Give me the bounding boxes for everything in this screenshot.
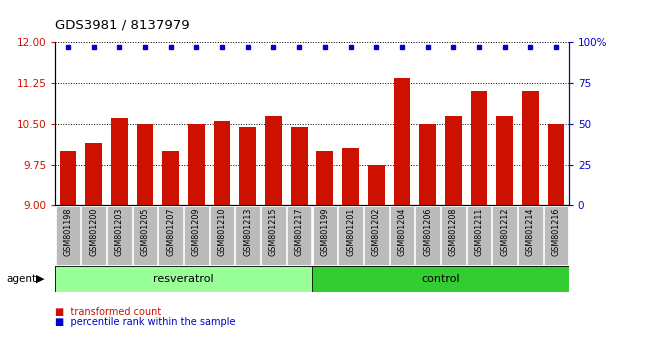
FancyBboxPatch shape — [518, 206, 543, 265]
Bar — [85, 143, 102, 205]
FancyBboxPatch shape — [287, 206, 311, 265]
Bar — [445, 116, 461, 205]
Bar — [136, 124, 153, 205]
Text: GSM801209: GSM801209 — [192, 207, 201, 256]
Text: GSM801203: GSM801203 — [115, 207, 124, 256]
Bar — [162, 151, 179, 205]
Text: resveratrol: resveratrol — [153, 274, 214, 284]
Text: GSM801213: GSM801213 — [243, 207, 252, 256]
Bar — [419, 124, 436, 205]
Text: control: control — [421, 274, 460, 284]
FancyBboxPatch shape — [441, 206, 465, 265]
FancyBboxPatch shape — [389, 206, 414, 265]
FancyBboxPatch shape — [235, 206, 260, 265]
Text: GSM801199: GSM801199 — [320, 207, 330, 256]
Bar — [522, 91, 539, 205]
Bar — [265, 116, 282, 205]
Text: GSM801207: GSM801207 — [166, 207, 176, 256]
FancyBboxPatch shape — [56, 206, 81, 265]
Text: GSM801204: GSM801204 — [397, 207, 406, 256]
Text: GSM801200: GSM801200 — [89, 207, 98, 256]
FancyBboxPatch shape — [261, 206, 286, 265]
Bar — [368, 165, 385, 205]
Text: GSM801208: GSM801208 — [448, 207, 458, 256]
Text: ▶: ▶ — [36, 274, 44, 284]
Text: GSM801198: GSM801198 — [64, 207, 73, 256]
FancyBboxPatch shape — [338, 206, 363, 265]
FancyBboxPatch shape — [184, 206, 209, 265]
FancyBboxPatch shape — [107, 206, 132, 265]
Bar — [393, 78, 410, 205]
Text: GSM801212: GSM801212 — [500, 207, 509, 256]
FancyBboxPatch shape — [312, 266, 569, 292]
Bar — [342, 148, 359, 205]
Bar — [291, 127, 307, 205]
FancyBboxPatch shape — [133, 206, 157, 265]
Bar — [111, 119, 128, 205]
FancyBboxPatch shape — [81, 206, 106, 265]
FancyBboxPatch shape — [543, 206, 568, 265]
Bar — [547, 124, 564, 205]
FancyBboxPatch shape — [55, 266, 312, 292]
Bar — [471, 91, 488, 205]
Bar — [239, 127, 256, 205]
Text: GSM801201: GSM801201 — [346, 207, 355, 256]
FancyBboxPatch shape — [210, 206, 235, 265]
FancyBboxPatch shape — [467, 206, 491, 265]
FancyBboxPatch shape — [313, 206, 337, 265]
Text: ■  transformed count: ■ transformed count — [55, 307, 161, 316]
FancyBboxPatch shape — [415, 206, 440, 265]
Bar — [188, 124, 205, 205]
Text: GSM801215: GSM801215 — [269, 207, 278, 256]
Text: GSM801216: GSM801216 — [551, 207, 560, 256]
FancyBboxPatch shape — [364, 206, 389, 265]
Bar — [60, 151, 77, 205]
Text: GSM801217: GSM801217 — [294, 207, 304, 256]
FancyBboxPatch shape — [159, 206, 183, 265]
Bar — [317, 151, 333, 205]
Bar — [496, 116, 513, 205]
Text: GDS3981 / 8137979: GDS3981 / 8137979 — [55, 19, 190, 32]
Text: GSM801205: GSM801205 — [140, 207, 150, 256]
FancyBboxPatch shape — [492, 206, 517, 265]
Text: ■  percentile rank within the sample: ■ percentile rank within the sample — [55, 317, 236, 327]
Bar — [214, 121, 231, 205]
Text: GSM801214: GSM801214 — [526, 207, 535, 256]
Text: GSM801206: GSM801206 — [423, 207, 432, 256]
Text: agent: agent — [6, 274, 36, 284]
Text: GSM801211: GSM801211 — [474, 207, 484, 256]
Text: GSM801202: GSM801202 — [372, 207, 381, 256]
Text: GSM801210: GSM801210 — [218, 207, 227, 256]
